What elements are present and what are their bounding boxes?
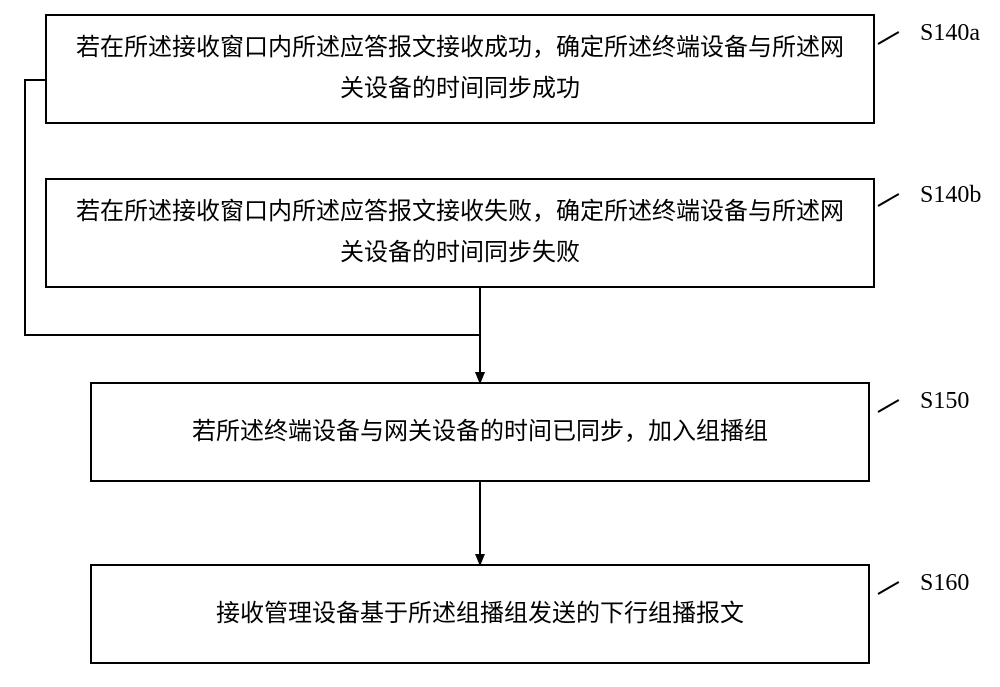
flowchart-canvas: 若在所述接收窗口内所述应答报文接收成功，确定所述终端设备与所述网关设备的时间同步… <box>0 0 1000 687</box>
flow-node-text: 接收管理设备基于所述组播组发送的下行组播报文 <box>216 594 744 635</box>
step-label-n160: S160 <box>900 570 969 597</box>
leader-line-icon <box>878 582 900 596</box>
step-label-text: S140a <box>920 20 980 46</box>
step-label-text: S150 <box>920 388 969 414</box>
leader-line-icon <box>878 194 900 208</box>
flow-node-n150: 若所述终端设备与网关设备的时间已同步，加入组播组 <box>90 382 870 482</box>
leader-line-icon <box>878 32 900 46</box>
step-label-text: S160 <box>920 570 969 596</box>
flow-node-text: 若在所述接收窗口内所述应答报文接收失败，确定所述终端设备与所述网关设备的时间同步… <box>71 192 849 274</box>
flow-node-n160: 接收管理设备基于所述组播组发送的下行组播报文 <box>90 564 870 664</box>
step-label-n140b: S140b <box>900 182 981 209</box>
step-label-n140a: S140a <box>900 20 980 47</box>
flow-node-n140b: 若在所述接收窗口内所述应答报文接收失败，确定所述终端设备与所述网关设备的时间同步… <box>45 178 875 288</box>
leader-line-icon <box>878 400 900 414</box>
flow-node-text: 若所述终端设备与网关设备的时间已同步，加入组播组 <box>192 412 768 453</box>
step-label-n150: S150 <box>900 388 969 415</box>
flow-node-n140a: 若在所述接收窗口内所述应答报文接收成功，确定所述终端设备与所述网关设备的时间同步… <box>45 14 875 124</box>
step-label-text: S140b <box>920 182 981 208</box>
flow-node-text: 若在所述接收窗口内所述应答报文接收成功，确定所述终端设备与所述网关设备的时间同步… <box>71 28 849 110</box>
